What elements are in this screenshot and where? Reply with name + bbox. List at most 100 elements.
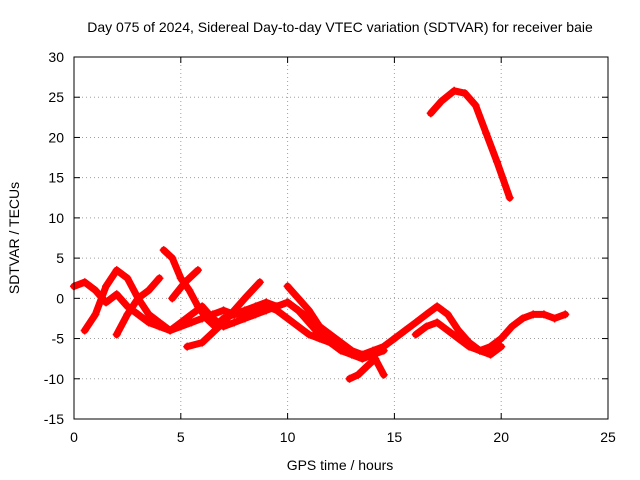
data-point	[347, 350, 356, 359]
data-point	[379, 346, 388, 355]
data-point	[304, 306, 313, 315]
data-point	[497, 342, 506, 351]
y-axis-label: SDTVAR / TECUs	[6, 182, 22, 294]
data-point	[168, 254, 177, 263]
data-point	[134, 294, 143, 303]
data-point	[176, 318, 185, 327]
data-point	[486, 342, 495, 351]
chart-title: Day 075 of 2024, Sidereal Day-to-day VTE…	[87, 19, 593, 35]
data-point	[181, 278, 190, 287]
data-point	[304, 318, 313, 327]
data-point	[183, 342, 192, 351]
data-point	[437, 97, 446, 106]
data-point	[304, 330, 313, 339]
data-point	[262, 302, 271, 311]
data-point	[185, 286, 194, 295]
data-point	[219, 318, 228, 327]
data-point	[486, 350, 495, 359]
y-tick-label: 25	[48, 89, 64, 105]
data-point	[112, 266, 121, 275]
data-point	[411, 330, 420, 339]
data-point	[294, 322, 303, 331]
data-point	[102, 282, 111, 291]
y-tick-label: -10	[44, 371, 64, 387]
data-point	[134, 310, 143, 319]
data-point	[187, 310, 196, 319]
data-point	[166, 326, 175, 335]
series-arc-5	[168, 266, 202, 303]
data-point	[422, 322, 431, 331]
data-point	[497, 334, 506, 343]
data-series	[70, 86, 570, 383]
data-point	[475, 346, 484, 355]
y-tick-label: -15	[44, 411, 64, 427]
plot-frame	[73, 56, 609, 420]
data-point	[80, 326, 89, 335]
data-point	[176, 274, 185, 283]
data-point	[362, 362, 371, 371]
series-arc-3	[112, 274, 164, 339]
series-arc-6	[183, 278, 264, 351]
data-point	[294, 306, 303, 315]
data-point	[159, 246, 168, 255]
y-tick-label: 15	[48, 170, 64, 186]
data-point	[91, 310, 100, 319]
data-point	[345, 374, 354, 383]
series-arc-10	[411, 318, 506, 359]
data-point	[255, 278, 264, 287]
series-track	[160, 246, 334, 347]
x-tick-label: 5	[177, 429, 185, 445]
data-point	[460, 89, 469, 98]
x-axis-label: GPS time / hours	[287, 457, 394, 473]
x-tick-label: 25	[600, 429, 616, 445]
data-point	[518, 314, 527, 323]
data-point	[507, 322, 516, 331]
series-arc-7	[283, 282, 388, 363]
data-point	[193, 266, 202, 275]
data-point	[315, 334, 324, 343]
data-point	[505, 193, 514, 202]
data-point	[283, 298, 292, 307]
data-point	[379, 370, 388, 379]
data-point	[193, 302, 202, 311]
data-point	[251, 306, 260, 315]
data-point	[465, 342, 474, 351]
data-point	[401, 326, 410, 335]
data-point	[561, 310, 570, 319]
data-point	[144, 310, 153, 319]
data-point	[390, 334, 399, 343]
data-point	[80, 278, 89, 287]
data-point	[454, 334, 463, 343]
axis-ticks: 0 5 10 15 20 25 -15 -10 -5 0 5 10 15 20 25 30	[44, 49, 616, 445]
grid-lines	[74, 57, 608, 419]
data-point	[422, 310, 431, 319]
data-point	[123, 310, 132, 319]
data-point	[187, 318, 196, 327]
data-point	[112, 330, 121, 339]
y-tick-label: 10	[48, 210, 64, 226]
data-point	[529, 310, 538, 319]
data-point	[283, 314, 292, 323]
x-tick-label: 20	[493, 429, 509, 445]
data-point	[202, 314, 211, 323]
x-tick-label: 15	[387, 429, 403, 445]
data-point	[144, 286, 153, 295]
data-point	[219, 306, 228, 315]
data-point	[454, 326, 463, 335]
y-tick-label: 5	[56, 250, 64, 266]
data-point	[168, 294, 177, 303]
y-tick-label: 0	[56, 290, 64, 306]
data-point	[112, 290, 121, 299]
data-point	[155, 318, 164, 327]
data-point	[433, 318, 442, 327]
data-point	[371, 354, 380, 363]
data-point	[326, 338, 335, 347]
data-point	[411, 318, 420, 327]
data-point	[230, 318, 239, 327]
series-track	[427, 87, 514, 202]
data-point	[443, 310, 452, 319]
series-track	[284, 282, 388, 363]
data-point	[492, 157, 501, 166]
x-tick-label: 10	[280, 429, 296, 445]
